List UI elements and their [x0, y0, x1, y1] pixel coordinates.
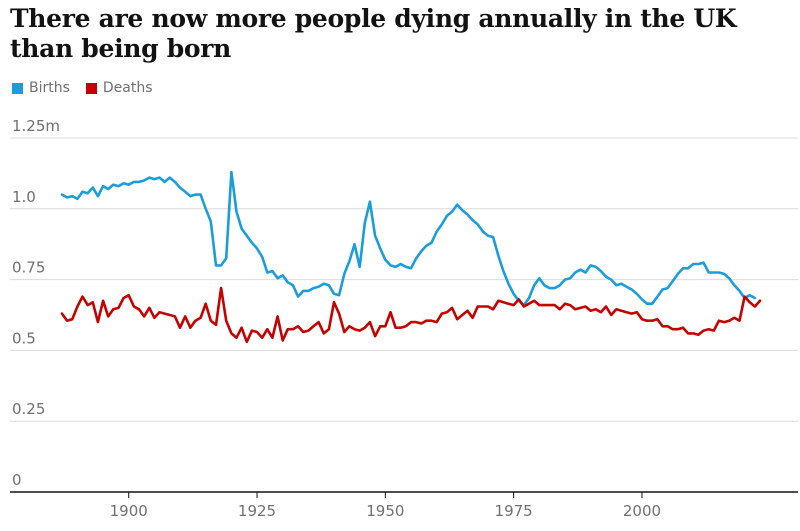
- legend: Births Deaths: [12, 80, 153, 96]
- x-tick-label: 1925: [238, 502, 276, 520]
- x-axis: 1900 1925 1950 1975 2000: [10, 491, 798, 520]
- y-tick-label: 0: [12, 471, 22, 489]
- y-axis-ticks: 0 0.25 0.5 0.75 1.0 1.25m: [12, 117, 60, 489]
- y-tick-label: 0.25: [12, 400, 45, 418]
- series-line-deaths: [60, 286, 762, 344]
- chart-title: There are now more people dying annually…: [10, 4, 737, 63]
- legend-swatch-births: [12, 82, 23, 94]
- gridlines: [10, 137, 798, 422]
- x-tick-label: 1950: [366, 502, 404, 520]
- y-tick-label: 1.25m: [12, 117, 60, 135]
- legend-item-births: Births: [12, 80, 70, 96]
- x-tick-label: 1975: [495, 502, 533, 520]
- legend-label-deaths: Deaths: [102, 80, 153, 96]
- legend-label-births: Births: [29, 80, 70, 96]
- y-tick-label: 0.5: [12, 329, 36, 347]
- series-line-births: [60, 170, 757, 307]
- series-lines: [60, 170, 762, 344]
- legend-item-deaths: Deaths: [85, 80, 153, 96]
- legend-swatch-deaths: [85, 82, 97, 94]
- x-tick-label: 2000: [623, 502, 661, 520]
- y-tick-label: 1.0: [12, 188, 36, 206]
- y-tick-label: 0.75: [12, 259, 45, 277]
- x-tick-label: 1900: [110, 502, 148, 520]
